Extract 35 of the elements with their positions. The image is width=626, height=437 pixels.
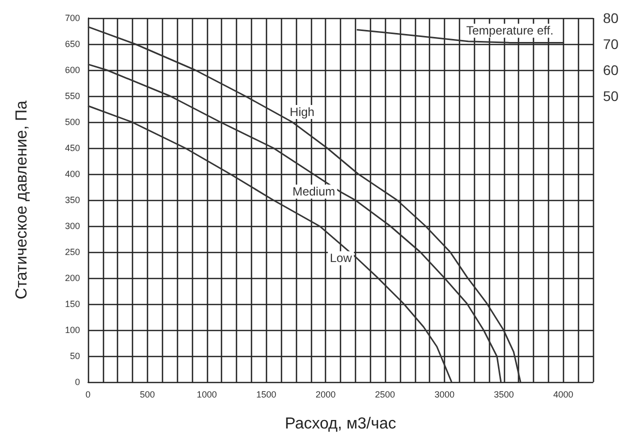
y-tick-label: 500 (64, 117, 80, 127)
y-tick-label: 100 (64, 325, 80, 335)
y-tick-label: 250 (64, 247, 80, 257)
x-tick-label: 1500 (256, 390, 276, 400)
x-tick-label: 1000 (196, 390, 217, 400)
y2-tick-label: 70 (603, 36, 619, 52)
y-tick-label: 350 (64, 195, 80, 205)
y-tick-label: 400 (64, 169, 80, 179)
x-tick-label: 0 (85, 390, 91, 400)
series-label: Medium (292, 184, 336, 199)
x-tick-label: 500 (140, 390, 155, 400)
y-tick-label: 50 (70, 351, 80, 361)
x-tick-label: 4000 (553, 390, 574, 400)
y-tick-label: 0 (74, 377, 80, 387)
x-axis-title: Расход, м3/час (284, 416, 396, 432)
y2-tick-label: 50 (603, 88, 619, 104)
series-label: High (290, 105, 314, 119)
y-tick-label: 150 (64, 299, 80, 309)
line-series (87, 105, 452, 383)
y-tick-label: 600 (64, 65, 80, 75)
y-axis-title: Статическое давление, Па (14, 100, 30, 300)
x-tick-label: 2500 (375, 390, 396, 400)
y-tick-label: 200 (64, 273, 80, 283)
x-tick-label: 2000 (316, 390, 336, 400)
y2-tick-label: 60 (603, 62, 619, 78)
series-label: Temperature eff. (466, 24, 554, 38)
y-tick-label: 700 (64, 13, 80, 23)
y2-tick-label: 80 (603, 10, 619, 26)
series-label: Low (330, 251, 352, 266)
y-tick-label: 450 (64, 143, 80, 153)
y-tick-label: 300 (64, 221, 80, 231)
x-tick-label: 3500 (494, 390, 514, 400)
x-tick-label: 3000 (434, 390, 454, 400)
y-tick-label: 550 (64, 91, 80, 101)
y-tick-label: 650 (64, 39, 80, 49)
